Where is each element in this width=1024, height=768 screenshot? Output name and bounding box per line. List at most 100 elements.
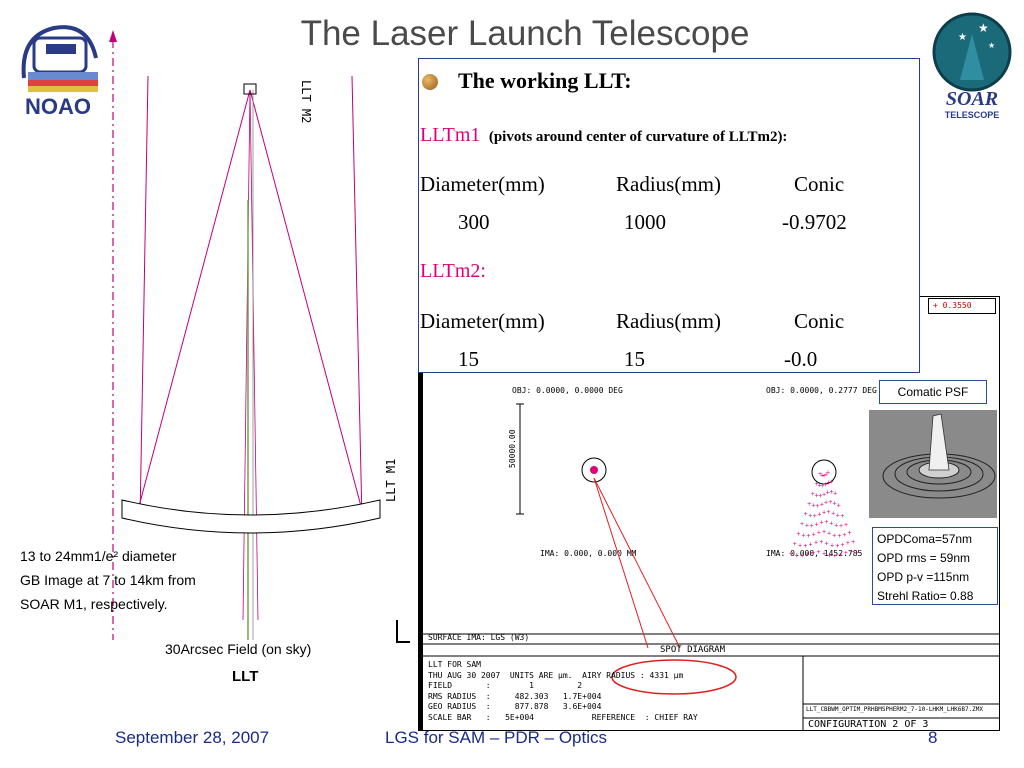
coma-spot-mark: + (806, 551, 810, 558)
m2-value-diameter: 15 (458, 347, 479, 371)
m1-header-conic: Conic (794, 172, 845, 196)
coma-spot-mark: + (814, 493, 818, 500)
ray-right (249, 89, 363, 511)
coma-spot-mark: + (837, 533, 841, 540)
annotation-line-1 (593, 477, 649, 649)
coma-spot-mark: + (800, 521, 804, 528)
coma-spot-mark: + (818, 471, 822, 478)
coma-spot-mark: + (812, 531, 816, 538)
coma-spot-mark: + (824, 471, 828, 478)
coma-spot-mark: + (823, 481, 827, 488)
svg-text:★: ★ (958, 32, 967, 43)
obj-2: OBJ: 0.0000, 0.2777 DEG (766, 386, 877, 395)
coma-spot-mark: + (814, 481, 818, 488)
ray-left (137, 89, 251, 511)
corner-marker (396, 620, 410, 643)
noao-logo: NOAO (21, 25, 98, 119)
info-heading: The working LLT: (458, 68, 632, 93)
coma-spot-mark: + (827, 480, 831, 487)
coma-spot-mark: + (837, 502, 841, 509)
coma-spot-mark: + (830, 542, 834, 549)
coma-spot-mark: + (836, 512, 840, 519)
footer-date: September 28, 2007 (115, 728, 270, 747)
beam-outer-right (351, 75, 363, 521)
coma-spot-mark: + (826, 490, 830, 497)
spot-1 (590, 466, 598, 474)
coma-spot-mark: + (817, 511, 821, 518)
m2-label: LLTm2: (420, 260, 486, 282)
coma-spot-mark: + (816, 503, 820, 510)
coma-spot-mark: + (849, 549, 853, 556)
comatic-psf-label: Comatic PSF (879, 380, 987, 404)
coma-spot-mark: + (827, 552, 831, 559)
svg-text:★: ★ (988, 41, 995, 50)
psf-stat-opd-coma: OPDComa=57nm (877, 532, 973, 546)
coma-spot-mark: + (810, 523, 814, 530)
spot-info-line-3: FIELD : 1 2 (428, 681, 583, 690)
coma-spot-mark: + (846, 540, 850, 547)
coma-spot-mark: + (827, 509, 831, 516)
coma-spot-mark: + (851, 539, 855, 546)
beam-note-line-2: GB Image at 7 to 14km from (20, 572, 196, 588)
coma-spot-mark: + (789, 551, 793, 558)
coma-spot-mark: + (827, 530, 831, 537)
coma-spot-mark: + (819, 539, 823, 546)
psf-stats-box: OPDComa=57nm OPD rms = 59nm OPD p-v =115… (872, 527, 998, 605)
m2-value-conic: -0.0 (784, 347, 818, 371)
ima-2: IMA: 0.000, 1452.785 (766, 549, 863, 558)
surface-label: SURFACE IMA: LGS (W3) (428, 633, 530, 642)
coma-spot-mark: + (801, 533, 805, 540)
spot-diagram-graphics: +++++++ ++ +++ + + + + + ++ + + + + + + ++ + + + + + + + ++ + + + +… (422, 403, 1000, 731)
spot-info-line-4: RMS RADIUS : 482.303 1.7E+004 (428, 691, 602, 701)
beam-note-line-3: SOAR M1, respectively. (20, 596, 168, 612)
coma-spot-mark: + (844, 522, 848, 529)
coma-spot-mark: + (831, 510, 835, 517)
slide-title: The Laser Launch Telescope (300, 14, 750, 53)
label-llt-m1: LLT M1 (384, 459, 398, 502)
spot-info-line-1: LLT FOR SAM (428, 660, 481, 669)
llt-caption: LLT (232, 668, 259, 685)
coma-spot-mark: + (820, 483, 824, 490)
coma-spot-mark: + (842, 532, 846, 539)
coma-spot-mark: + (838, 552, 842, 559)
llt-m1-mirror (121, 499, 381, 534)
coma-spot-mark: + (811, 491, 815, 498)
annotation-line-2 (593, 477, 681, 649)
spot-info-line-6: SCALE BAR : 5E+004 REFERENCE : CHIEF RAY (428, 712, 698, 722)
m1-value-diameter: 300 (458, 210, 490, 234)
coma-spot-mark: + (807, 501, 811, 508)
top-value-box: + 0.3550 (928, 298, 996, 314)
coma-spot-mark: + (796, 531, 800, 538)
coma-spots: +++++++ ++ +++ + + + + + ++ + + + + + + ++ + + + + + + + ++ + + + +… (789, 470, 859, 561)
spot-info-block: LLT FOR SAM THU AUG 30 2007 UNITS ARE µm… (428, 660, 698, 723)
m1-header-diameter: Diameter(mm) (420, 172, 545, 196)
m2-header-conic: Conic (794, 309, 845, 333)
soar-logo-text: SOAR (946, 88, 998, 110)
coma-spot-mark: + (811, 550, 815, 557)
coma-spot-mark: + (817, 483, 821, 490)
coma-spot-mark: + (822, 510, 826, 517)
psf-stat-opd-pv: OPD p-v =115nm (877, 570, 970, 584)
m2-header-diameter: Diameter(mm) (420, 309, 545, 333)
coma-spot-mark: + (815, 521, 819, 528)
zemax-file-name: LLT_CBBWM_OPTIM_PRHBMSPHERM2_7-10-LHKM_L… (806, 706, 984, 713)
beam-note-line-1: 13 to 24mm1/e² diameter (20, 548, 177, 564)
coma-spot-mark: + (795, 553, 799, 560)
beam-notes: 13 to 24mm1/e² diameter GB Image at 7 to… (20, 544, 196, 616)
m1-header-radius: Radius(mm) (616, 172, 721, 196)
coma-spot-mark: + (834, 522, 838, 529)
coma-spot-mark: + (805, 523, 809, 530)
m1-value-radius: 1000 (624, 210, 666, 234)
airy-radius-highlight (611, 659, 737, 695)
coma-spot-mark: + (818, 493, 822, 500)
coma-spot-mark: + (822, 550, 826, 557)
coma-spot-mark: + (793, 541, 797, 548)
coma-spot-mark: + (809, 541, 813, 548)
m2-header-radius: Radius(mm) (616, 309, 721, 333)
psf-stat-strehl: Strehl Ratio= 0.88 (877, 589, 974, 603)
airy-circle-1 (581, 457, 607, 483)
ray-center-left (242, 89, 251, 621)
airy-circle-2 (811, 459, 837, 485)
coma-spot-mark: + (841, 542, 845, 549)
coma-spot-mark: + (800, 553, 804, 560)
